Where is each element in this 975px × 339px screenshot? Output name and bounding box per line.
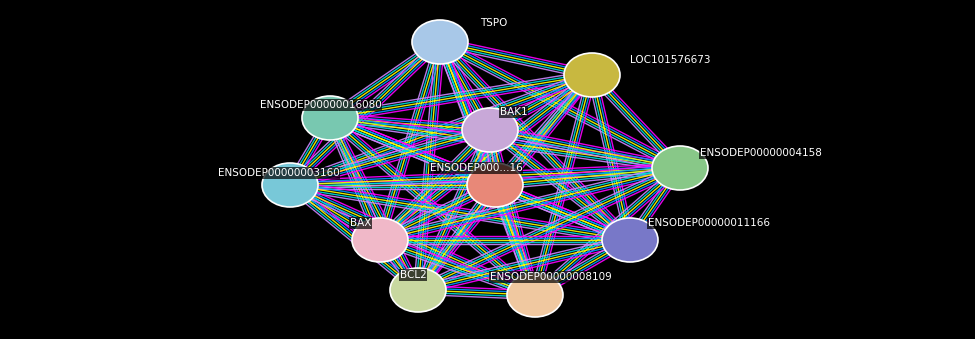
Ellipse shape [302,96,358,140]
Ellipse shape [390,268,446,312]
Ellipse shape [564,53,620,97]
Text: ENSODEP00000011166: ENSODEP00000011166 [648,218,770,228]
Ellipse shape [262,163,318,207]
Text: ENSODEP00000003160: ENSODEP00000003160 [218,168,339,178]
Text: TSPO: TSPO [480,18,507,28]
Text: ENSODEP00000004158: ENSODEP00000004158 [700,148,822,158]
Ellipse shape [352,218,408,262]
Ellipse shape [652,146,708,190]
Text: BCL2: BCL2 [400,270,427,280]
Text: BAX: BAX [350,218,371,228]
Text: ENSODEP000...16: ENSODEP000...16 [430,163,523,173]
Text: ENSODEP00000008109: ENSODEP00000008109 [490,272,611,282]
Text: BAK1: BAK1 [500,107,527,117]
Ellipse shape [467,163,523,207]
Ellipse shape [507,273,563,317]
Ellipse shape [412,20,468,64]
Ellipse shape [462,108,518,152]
Ellipse shape [602,218,658,262]
Text: LOC101576673: LOC101576673 [630,55,711,65]
Text: ENSODEP00000016080: ENSODEP00000016080 [260,100,382,110]
